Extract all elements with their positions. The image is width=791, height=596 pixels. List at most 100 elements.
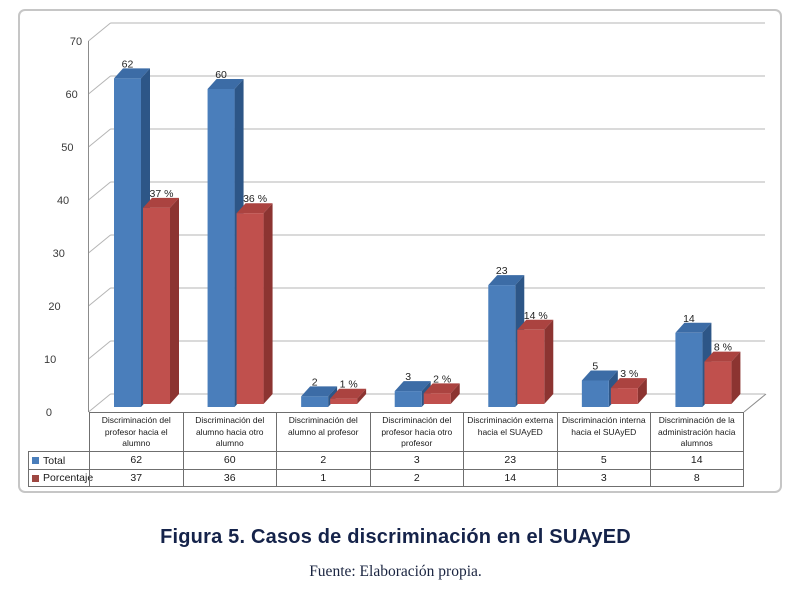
bar-data-label: 5	[592, 361, 598, 373]
bar-porcentaje-3: 2 %	[423, 373, 460, 404]
legend-label: Total	[43, 454, 66, 467]
bar-data-label: 23	[496, 265, 508, 277]
legend-cell: Total	[28, 451, 89, 469]
y-axis-tick-label: 50	[61, 142, 73, 154]
bar-front-face	[675, 332, 703, 407]
chart-data-table: Discriminación del profesor hacia el alu…	[28, 412, 744, 487]
bar-side-face	[263, 203, 273, 404]
bar-side-face	[357, 388, 367, 404]
bar-data-label: 8 %	[714, 342, 732, 354]
category-header-cell: Discriminación del alumno hacia otro alu…	[182, 412, 276, 451]
bar-top-face	[610, 378, 647, 389]
floor-right-edge	[743, 393, 767, 413]
bar-front-face	[610, 388, 638, 404]
bar-porcentaje-2: 1 %	[330, 379, 367, 404]
bar-data-label: 14	[683, 313, 695, 325]
bar-front-face	[581, 380, 609, 407]
bar-top-face	[301, 386, 338, 397]
bar-data-label: 14 %	[524, 310, 548, 322]
table-value-cell: 2	[369, 469, 463, 487]
y-axis-tick-label: 40	[57, 195, 69, 207]
bar-front-face	[423, 393, 451, 404]
gridline-connector	[88, 340, 111, 360]
bar-data-label: 60	[215, 69, 227, 81]
y-axis-tick-label: 70	[70, 36, 82, 48]
bar-porcentaje-5: 3 %	[610, 368, 647, 404]
table-value-cell: 62	[89, 451, 183, 469]
bar-side-face	[170, 197, 179, 404]
y-axis-tick-label: 0	[46, 407, 52, 419]
bar-chart-plot: 0 10 20 30 40 50 60 70 62 37 % 60 36 % 2 1 % 3 2 % 23 14 …	[44, 22, 767, 419]
bar-data-label: 2	[312, 376, 318, 388]
table-value-cell: 60	[182, 451, 276, 469]
bar-top-face	[330, 388, 367, 399]
bar-front-face	[236, 213, 264, 404]
table-value-cell: 8	[650, 469, 744, 487]
bar-front-face	[114, 78, 141, 408]
bar-top-face	[236, 203, 273, 214]
gridline-connector	[88, 287, 111, 307]
category-header-cell: Discriminación interna hacia el SUAyED	[556, 412, 650, 451]
table-value-cell: 5	[556, 451, 650, 469]
bar-top-face	[207, 79, 244, 89]
category-header-cell: Discriminación del profesor hacia el alu…	[89, 412, 183, 451]
bar-top-face	[517, 319, 554, 330]
bar-front-face	[207, 89, 235, 407]
category-header-cell: Discriminación de la administración haci…	[650, 412, 744, 451]
table-value-cell: 2	[276, 451, 370, 469]
category-header-cell: Discriminación del alumno al profesor	[276, 412, 370, 451]
bar-front-face	[517, 329, 545, 404]
table-value-cell: 14	[463, 469, 557, 487]
y-axis-tick-label: 20	[48, 301, 60, 313]
bar-total-3: 3	[394, 371, 431, 407]
bar-data-label: 3 %	[620, 368, 638, 380]
table-value-cell: 1	[276, 469, 370, 487]
category-header-cell: Discriminación del profesor hacia otro p…	[369, 412, 463, 451]
bar-side-face	[637, 378, 647, 404]
bar-data-label: 3	[405, 371, 411, 383]
figure-caption-source: Fuente: Elaboración propia.	[309, 563, 482, 580]
bar-front-face	[394, 391, 422, 407]
bar-side-face	[450, 383, 460, 404]
table-value-cell: 37	[89, 469, 183, 487]
gridline-connector	[88, 128, 111, 148]
bar-data-label: 62	[122, 58, 134, 70]
bar-side-face	[544, 319, 554, 404]
y-axis-tick-label: 60	[66, 89, 78, 101]
bar-porcentaje-0: 37 %	[143, 188, 179, 404]
gridline-connector	[88, 234, 111, 254]
bar-side-face	[731, 351, 741, 404]
legend-swatch	[32, 474, 39, 482]
table-value-cell: 3	[556, 469, 650, 487]
table-value-cell: 3	[369, 451, 463, 469]
bar-front-face	[704, 361, 732, 404]
table-value-cell: 36	[182, 469, 276, 487]
bar-top-face	[488, 275, 525, 286]
legend-cell: Porcentaje	[28, 469, 93, 487]
bar-data-label: 2 %	[433, 373, 451, 385]
bar-top-face	[423, 383, 460, 394]
bar-front-face	[488, 285, 516, 407]
bar-top-face	[114, 68, 150, 79]
legend-swatch	[32, 457, 39, 464]
table-value-cell: 23	[463, 451, 557, 469]
table-corner-cell	[28, 412, 89, 451]
legend-label: Porcentaje	[43, 472, 94, 484]
bar-front-face	[143, 207, 170, 404]
table-value-cell: 14	[650, 451, 744, 469]
bar-top-face	[675, 322, 712, 333]
bar-data-label: 1 %	[340, 379, 358, 391]
bar-front-face	[330, 398, 358, 404]
category-header-cell: Discriminación externa hacia el SUAyED	[463, 412, 557, 451]
bar-data-label: 37 %	[150, 188, 174, 200]
bar-porcentaje-6: 8 %	[704, 342, 741, 404]
bar-top-face	[581, 370, 618, 381]
bar-top-face	[143, 197, 179, 208]
gridline-connector	[88, 181, 111, 201]
bar-top-face	[394, 381, 431, 392]
bar-porcentaje-4: 14 %	[517, 310, 554, 404]
y-axis-tick-label: 10	[44, 354, 56, 366]
bar-front-face	[301, 396, 329, 407]
y-axis-tick-label: 30	[53, 248, 65, 260]
